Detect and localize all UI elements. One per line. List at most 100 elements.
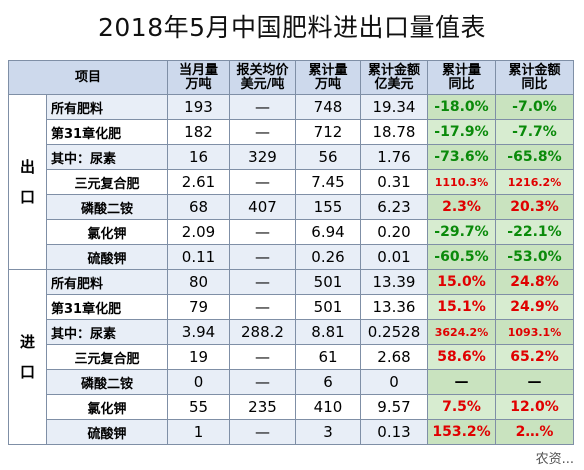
cell-cumulative-amount: 0.31 (360, 169, 428, 195)
cell-customs-price: 235 (229, 394, 296, 420)
row-name: 第31章化肥 (46, 294, 168, 320)
cell-amount-yoy: 1093.1% (495, 319, 574, 345)
cell-qty-yoy: 1110.3% (427, 169, 496, 195)
table-row: 磷酸二铵 68 407 155 6.23 2.3% 20.3% (9, 194, 574, 220)
header-row: 项目 当月量 万吨 报关均价 美元/吨 累计量 万吨 累计金额 亿美元 累计量 同比 累计… (8, 60, 574, 95)
table-row: 氯化钾 55 235 410 9.57 7.5% 12.0% (9, 394, 574, 420)
row-name: 硫酸钾 (46, 419, 168, 445)
cell-customs-price: — (229, 269, 296, 295)
table-row: 三元复合肥 19—61 2.68 58.6% 65.2% (9, 344, 574, 370)
cell-amount-yoy: 12.0% (495, 394, 574, 420)
header-amount-yoy: 累计金额 同比 (495, 60, 574, 95)
header-qty-yoy: 累计量 同比 (427, 60, 496, 95)
cell-amount-yoy: 24.9% (495, 294, 574, 320)
cell-customs-price: — (229, 419, 296, 445)
table-row: 第31章化肥 182—712 18.78 -17.9% -7.7% (9, 119, 574, 145)
row-name: 第31章化肥 (46, 119, 168, 145)
cell-cumulative-amount: 13.39 (360, 269, 428, 295)
cell-amount-yoy: 2…% (495, 419, 574, 445)
row-name: 其中：尿素 (46, 319, 168, 345)
cell-cumulative-amount: 0.13 (360, 419, 428, 445)
row-name: 硫酸钾 (46, 244, 168, 270)
cell-amount-yoy: 20.3% (495, 194, 574, 220)
cell-qty-yoy: 3624.2% (427, 319, 496, 345)
cell-qty-yoy: -60.5% (427, 244, 496, 270)
cell-cumulative-qty: 7.45 (295, 169, 361, 195)
cell-monthly-qty: 193 (167, 94, 230, 120)
cell-customs-price: 288.2 (229, 319, 296, 345)
cell-monthly-qty: 55 (167, 394, 230, 420)
cell-cumulative-amount: 0 (360, 369, 428, 395)
cell-cumulative-qty: 410 (295, 394, 361, 420)
cell-customs-price: — (229, 294, 296, 320)
table-row: 其中：尿素 16 329 56 1.76 -73.6% -65.8% (9, 144, 574, 170)
cell-qty-yoy: 15.0% (427, 269, 496, 295)
row-name: 其中：尿素 (46, 144, 168, 170)
cell-qty-yoy: 7.5% (427, 394, 496, 420)
header-cumulative-qty: 累计量 万吨 (295, 60, 361, 95)
cell-cumulative-amount: 0.01 (360, 244, 428, 270)
cell-customs-price: — (229, 169, 296, 195)
cell-monthly-qty: 0 (167, 369, 230, 395)
cell-monthly-qty: 16 (167, 144, 230, 170)
cell-customs-price: 407 (229, 194, 296, 220)
cell-customs-price: — (229, 94, 296, 120)
header-cumulative-amount: 累计金额 亿美元 (360, 60, 428, 95)
cell-cumulative-amount: 2.68 (360, 344, 428, 370)
cell-qty-yoy: 2.3% (427, 194, 496, 220)
cell-qty-yoy: 58.6% (427, 344, 496, 370)
cell-cumulative-qty: 0.26 (295, 244, 361, 270)
header-monthly-qty: 当月量 万吨 (167, 60, 230, 95)
row-name: 磷酸二铵 (46, 194, 168, 220)
table-row: 氯化钾 2.09—6.94 0.20 -29.7% -22.1% (9, 219, 574, 245)
table-row: 进口所有肥料 80—501 13.39 15.0% 24.8% (8, 269, 574, 445)
cell-amount-yoy: -22.1% (495, 219, 574, 245)
cell-monthly-qty: 68 (167, 194, 230, 220)
page-title: 2018年5月中国肥料进出口量值表 (97, 13, 487, 42)
row-name: 三元复合肥 (46, 344, 168, 370)
cell-amount-yoy: 24.8% (495, 269, 574, 295)
cell-cumulative-qty: 6.94 (295, 219, 361, 245)
table-row: 三元复合肥 2.61—7.45 0.31 1110.3% 1216.2% (9, 169, 574, 195)
cell-qty-yoy: -17.9% (427, 119, 496, 145)
cell-cumulative-qty: 8.81 (295, 319, 361, 345)
cell-cumulative-amount: 9.57 (360, 394, 428, 420)
cell-cumulative-qty: 748 (295, 94, 361, 120)
cell-cumulative-qty: 155 (295, 194, 361, 220)
row-name: 三元复合肥 (46, 169, 168, 195)
cell-cumulative-amount: 18.78 (360, 119, 428, 145)
cell-qty-yoy: 153.2% (427, 419, 496, 445)
table-row: 出口所有肥料 193—748 19.34 -18.0% -7.0% (8, 94, 574, 270)
row-name: 氯化钾 (46, 219, 168, 245)
cell-cumulative-qty: 3 (295, 419, 361, 445)
cell-cumulative-amount: 0.20 (360, 219, 428, 245)
cell-customs-price: — (229, 369, 296, 395)
cell-monthly-qty: 182 (167, 119, 230, 145)
cell-cumulative-qty: 6 (295, 369, 361, 395)
cell-customs-price: — (229, 344, 296, 370)
table-body: 出口所有肥料 193—748 19.34 -18.0% -7.0% 第31章化肥 182—7… (8, 94, 574, 445)
row-name: 氯化钾 (46, 394, 168, 420)
cell-monthly-qty: 2.09 (167, 219, 230, 245)
cell-amount-yoy: -53.0% (495, 244, 574, 270)
watermark: 农资... (531, 448, 578, 467)
cell-amount-yoy: -7.7% (495, 119, 574, 145)
cell-monthly-qty: 3.94 (167, 319, 230, 345)
cell-amount-yoy: -7.0% (495, 94, 574, 120)
cell-cumulative-qty: 501 (295, 269, 361, 295)
cell-cumulative-amount: 0.2528 (360, 319, 428, 345)
section-label: 进口 (8, 269, 47, 445)
table-row: 硫酸钾 0.11—0.26 0.01 -60.5% -53.0% (9, 244, 574, 270)
cell-amount-yoy: -65.8% (495, 144, 574, 170)
cell-qty-yoy: -18.0% (427, 94, 496, 120)
cell-monthly-qty: 0.11 (167, 244, 230, 270)
cell-monthly-qty: 2.61 (167, 169, 230, 195)
cell-customs-price: — (229, 244, 296, 270)
table-row: 磷酸二铵 0—6 0— — (9, 369, 574, 395)
table-row: 第31章化肥 79—501 13.36 15.1% 24.9% (9, 294, 574, 320)
header-customs-price: 报关均价 美元/吨 (229, 60, 296, 95)
cell-qty-yoy: 15.1% (427, 294, 496, 320)
row-name: 所有肥料 (46, 269, 168, 295)
row-name: 磷酸二铵 (46, 369, 168, 395)
table-row: 其中：尿素 3.94 288.2 8.81 0.2528 3624.2% 1093.1% (9, 319, 574, 345)
